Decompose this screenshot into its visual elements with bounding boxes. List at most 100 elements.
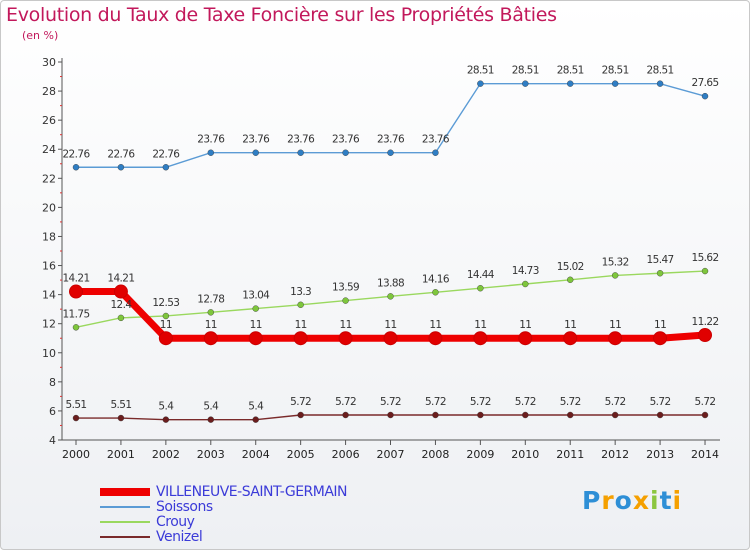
data-point-soissons — [342, 149, 349, 156]
data-label-crouy: 15.32 — [602, 256, 629, 268]
data-point-villeneuve-saint-germain — [653, 331, 668, 346]
data-label-villeneuve-saint-germain: 11 — [160, 319, 172, 331]
data-label-villeneuve-saint-germain: 11 — [519, 319, 531, 331]
logo-letter: r — [601, 486, 615, 515]
x-tick-label: 2010 — [511, 448, 539, 461]
data-label-crouy: 11.75 — [62, 308, 89, 320]
logo-letter: i — [672, 486, 683, 515]
data-point-crouy — [72, 324, 80, 331]
data-label-villeneuve-saint-germain: 11 — [609, 319, 621, 331]
data-label-venizel: 5.72 — [290, 396, 311, 408]
logo-letter: o — [614, 486, 633, 515]
data-label-soissons: 23.76 — [377, 134, 405, 146]
y-tick-label: 26 — [42, 114, 56, 127]
data-point-venizel — [387, 411, 394, 419]
data-point-villeneuve-saint-germain — [203, 331, 218, 346]
y-tick-label: 12 — [42, 318, 56, 331]
data-label-crouy: 13.88 — [377, 277, 404, 289]
data-point-villeneuve-saint-germain — [248, 331, 263, 346]
data-point-crouy — [656, 270, 664, 277]
data-label-venizel: 5.72 — [470, 396, 491, 408]
data-point-venizel — [701, 411, 709, 419]
legend-swatch-villeneuve — [100, 488, 150, 496]
data-label-soissons: 22.76 — [152, 148, 180, 160]
data-label-soissons: 23.76 — [197, 134, 225, 146]
data-point-soissons — [387, 149, 394, 156]
data-label-venizel: 5.72 — [650, 396, 671, 408]
y-tick-label: 4 — [49, 434, 56, 447]
legend-label-crouy: Crouy — [156, 514, 195, 530]
data-label-crouy: 14.16 — [422, 273, 450, 285]
data-point-crouy — [522, 280, 529, 288]
x-tick-label: 2005 — [287, 448, 315, 461]
data-label-crouy: 14.73 — [512, 265, 539, 277]
data-point-venizel — [297, 411, 304, 419]
legend-swatch-crouy — [100, 521, 150, 523]
y-tick-label: 22 — [42, 172, 56, 185]
logo-letter: P — [582, 486, 602, 515]
data-point-venizel — [342, 411, 349, 419]
data-label-crouy: 12.78 — [197, 293, 224, 305]
y-tick-label: 10 — [42, 347, 56, 360]
data-label-villeneuve-saint-germain: 14.21 — [107, 273, 134, 285]
data-point-crouy — [477, 285, 484, 292]
data-label-villeneuve-saint-germain: 14.21 — [62, 273, 89, 285]
y-tick-label: 20 — [42, 201, 56, 214]
data-point-villeneuve-saint-germain — [383, 331, 398, 346]
data-label-crouy: 15.02 — [557, 261, 584, 273]
data-point-crouy — [252, 305, 259, 312]
x-tick-label: 2013 — [646, 448, 674, 461]
legend-swatch-venizel — [100, 536, 150, 538]
y-tick-label: 6 — [49, 405, 56, 418]
data-label-soissons: 23.76 — [332, 134, 360, 146]
data-point-venizel — [477, 411, 484, 419]
data-label-soissons: 22.76 — [107, 148, 135, 160]
data-point-villeneuve-saint-germain — [69, 284, 83, 299]
data-point-soissons — [252, 149, 259, 156]
data-point-crouy — [432, 289, 439, 296]
data-point-venizel — [117, 414, 125, 422]
data-label-venizel: 5.4 — [248, 401, 264, 413]
data-point-venizel — [72, 414, 80, 422]
x-tick-label: 2008 — [421, 448, 449, 461]
data-point-venizel — [611, 411, 619, 419]
data-point-villeneuve-saint-germain — [608, 331, 623, 346]
y-tick-label: 8 — [49, 376, 56, 389]
data-point-villeneuve-saint-germain — [698, 328, 713, 343]
data-label-venizel: 5.72 — [380, 396, 401, 408]
data-point-villeneuve-saint-germain — [293, 331, 308, 346]
data-label-soissons: 28.51 — [557, 65, 584, 77]
x-tick-label: 2003 — [197, 448, 225, 461]
x-tick-label: 2001 — [107, 448, 135, 461]
data-point-villeneuve-saint-germain — [158, 331, 173, 346]
legend-label-villeneuve: VILLENEUVE-SAINT-GERMAIN — [156, 484, 348, 500]
y-tick-label: 16 — [42, 260, 56, 273]
data-point-venizel — [252, 416, 259, 423]
data-label-soissons: 23.76 — [287, 134, 315, 146]
data-point-soissons — [477, 80, 484, 87]
data-label-venizel: 5.4 — [158, 401, 174, 413]
y-tick-label: 30 — [42, 56, 56, 69]
y-tick-label: 28 — [42, 85, 56, 98]
data-label-villeneuve-saint-germain: 11 — [654, 319, 666, 331]
data-label-venizel: 5.72 — [515, 396, 536, 408]
data-label-venizel: 5.4 — [203, 401, 219, 413]
data-label-venizel: 5.72 — [560, 396, 581, 408]
data-label-soissons: 28.51 — [512, 65, 539, 77]
data-point-soissons — [611, 80, 619, 87]
y-tick-label: 18 — [42, 230, 56, 243]
data-label-soissons: 28.51 — [467, 65, 494, 77]
data-point-soissons — [207, 149, 214, 156]
data-label-soissons: 22.76 — [62, 148, 90, 160]
data-label-venizel: 5.51 — [66, 399, 87, 411]
x-tick-label: 2000 — [62, 448, 90, 461]
proxiti-logo: Proxiti — [582, 486, 682, 515]
data-label-crouy: 13.3 — [290, 286, 311, 298]
data-point-soissons — [567, 80, 574, 87]
data-point-soissons — [432, 149, 439, 156]
data-label-villeneuve-saint-germain: 11 — [295, 319, 307, 331]
legend-label-venizel: Venizel — [156, 529, 203, 545]
data-label-villeneuve-saint-germain: 11 — [564, 319, 576, 331]
chart-title: Evolution du Taux de Taxe Foncière sur l… — [6, 4, 557, 26]
data-point-soissons — [297, 149, 304, 156]
